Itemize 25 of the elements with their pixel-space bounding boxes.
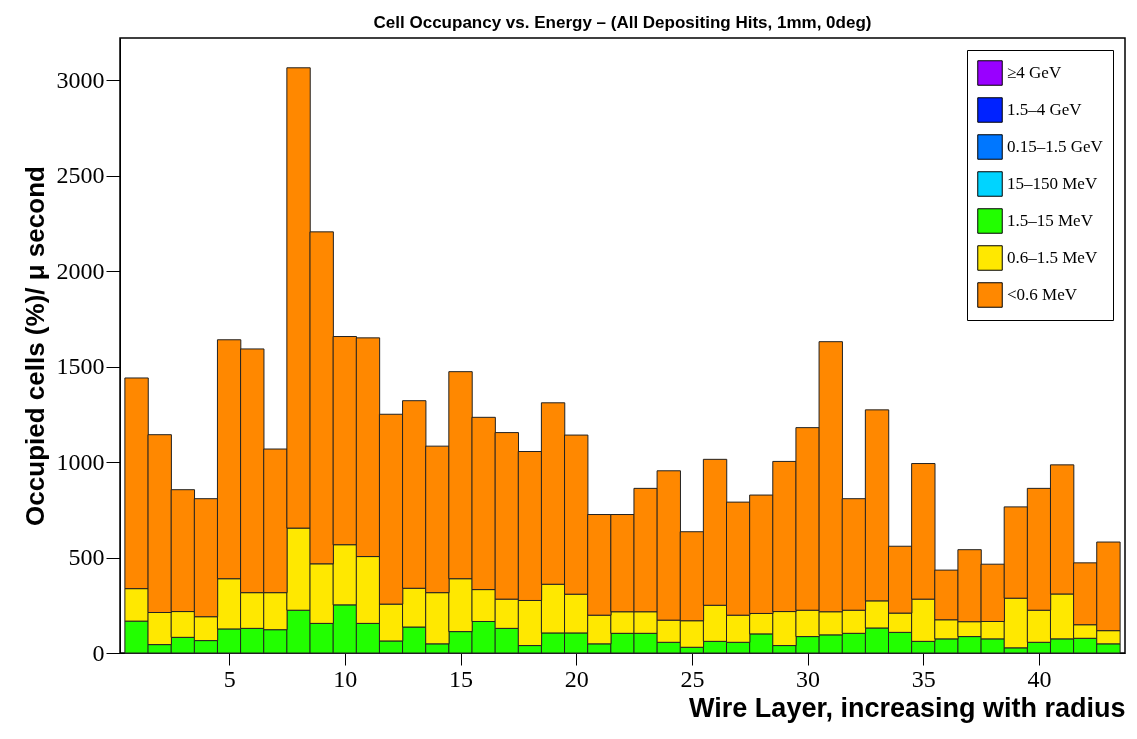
x-tick-label: 20 xyxy=(564,665,589,692)
x-tick-label: 30 xyxy=(796,665,821,692)
x-tick-label: 25 xyxy=(680,665,705,692)
x-tick-label: 35 xyxy=(911,665,936,692)
y-tick-label: 500 xyxy=(68,544,105,570)
legend-label: ≥4 GeV xyxy=(1007,63,1062,82)
x-tick-label: 40 xyxy=(1027,665,1052,692)
y-tick-label: 2000 xyxy=(56,257,105,284)
x-tick-label: 15 xyxy=(449,665,474,692)
x-tick-label: 5 xyxy=(223,665,236,692)
legend-label: 0.15–1.5 GeV xyxy=(1007,137,1104,156)
legend-label: 0.6–1.5 MeV xyxy=(1007,248,1098,267)
y-tick-label: 0 xyxy=(92,639,105,666)
legend-label: 1.5–4 GeV xyxy=(1007,100,1083,119)
legend-label: 1.5–15 MeV xyxy=(1007,211,1094,230)
y-tick-label: 2500 xyxy=(56,162,105,189)
y-tick-label: 1000 xyxy=(56,448,105,475)
y-axis-title: Occupied cells (%)/ μ second xyxy=(19,166,50,526)
x-axis-title: Wire Layer, increasing with radius xyxy=(689,692,1126,723)
y-tick-label: 3000 xyxy=(56,66,105,93)
y-tick-label: 1500 xyxy=(56,353,105,380)
legend-label: 15–150 MeV xyxy=(1007,174,1098,193)
x-tick-label: 10 xyxy=(333,665,358,692)
chart-title: Cell Occupancy vs. Energy – (All Depositing Hits, 1mm, 0deg) xyxy=(373,13,872,32)
legend-label: <0.6 MeV xyxy=(1007,285,1078,304)
